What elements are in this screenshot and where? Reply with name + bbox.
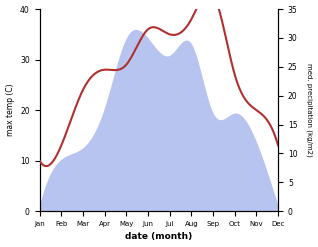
- X-axis label: date (month): date (month): [125, 232, 192, 242]
- Y-axis label: med. precipitation (kg/m2): med. precipitation (kg/m2): [306, 63, 313, 157]
- Y-axis label: max temp (C): max temp (C): [5, 84, 15, 136]
